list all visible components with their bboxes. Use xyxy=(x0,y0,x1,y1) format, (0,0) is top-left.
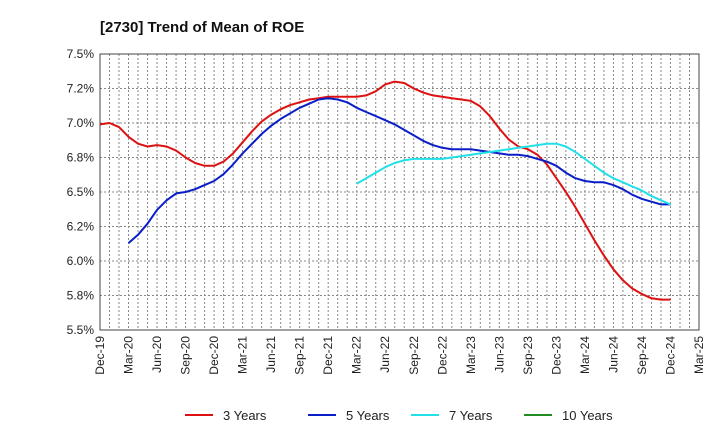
x-tick-label: Dec-22 xyxy=(435,336,449,375)
legend-label: 3 Years xyxy=(223,408,267,423)
x-tick-label: Dec-19 xyxy=(93,336,107,375)
legend-label: 10 Years xyxy=(562,408,613,423)
x-tick-label: Dec-23 xyxy=(549,336,563,375)
x-tick-label: Sep-22 xyxy=(407,336,421,375)
x-axis-tick-labels: Dec-19 Mar-20 Jun-20 Sep-20 Dec-20 Mar-21 Jun-… xyxy=(93,336,706,375)
legend-label: 7 Years xyxy=(449,408,493,423)
y-tick-label: 7.2% xyxy=(67,82,95,96)
x-tick-label: Sep-20 xyxy=(179,336,193,375)
plot-area xyxy=(99,53,700,331)
y-tick-label: 6.2% xyxy=(67,220,95,234)
x-tick-label: Sep-24 xyxy=(635,336,649,375)
x-tick-label: Mar-23 xyxy=(464,336,478,374)
x-tick-label: Sep-23 xyxy=(521,336,535,375)
x-tick-label: Mar-22 xyxy=(350,336,364,374)
y-tick-label: 6.8% xyxy=(67,151,95,165)
y-tick-label: 5.5% xyxy=(67,323,95,337)
x-tick-label: Mar-21 xyxy=(236,336,250,374)
x-tick-label: Sep-21 xyxy=(293,336,307,375)
x-tick-label: Jun-24 xyxy=(606,336,620,373)
x-tick-label: Mar-20 xyxy=(122,336,136,374)
x-tick-label: Jun-22 xyxy=(378,336,392,373)
x-tick-label: Mar-24 xyxy=(578,336,592,374)
chart-title: [2730] Trend of Mean of ROE xyxy=(100,19,304,36)
x-tick-label: Jun-23 xyxy=(492,336,506,373)
y-tick-label: 7.5% xyxy=(67,47,95,61)
legend-label: 5 Years xyxy=(346,408,390,423)
x-tick-label: Dec-21 xyxy=(321,336,335,375)
series-line-5-years xyxy=(127,97,671,244)
series-line-7-years xyxy=(356,142,671,206)
x-tick-label: Mar-25 xyxy=(692,336,706,374)
x-tick-label: Jun-21 xyxy=(264,336,278,373)
series-line-3-years xyxy=(99,80,671,301)
y-tick-label: 6.5% xyxy=(67,185,95,199)
x-tick-label: Dec-20 xyxy=(207,336,221,375)
y-tick-label: 5.8% xyxy=(67,289,95,303)
legend: 3 Years 5 Years 7 Years 10 Years xyxy=(185,408,613,423)
y-tick-label: 7.0% xyxy=(67,116,95,130)
y-axis-tick-labels: 5.5% 5.8% 6.0% 6.2% 6.5% 6.8% 7.0% 7.2% 7.5% xyxy=(67,47,95,337)
series-lines xyxy=(99,80,671,301)
plot-frame xyxy=(99,53,700,331)
x-tick-label: Dec-24 xyxy=(663,336,677,375)
x-tick-label: Jun-20 xyxy=(150,336,164,373)
y-tick-label: 6.0% xyxy=(67,254,95,268)
